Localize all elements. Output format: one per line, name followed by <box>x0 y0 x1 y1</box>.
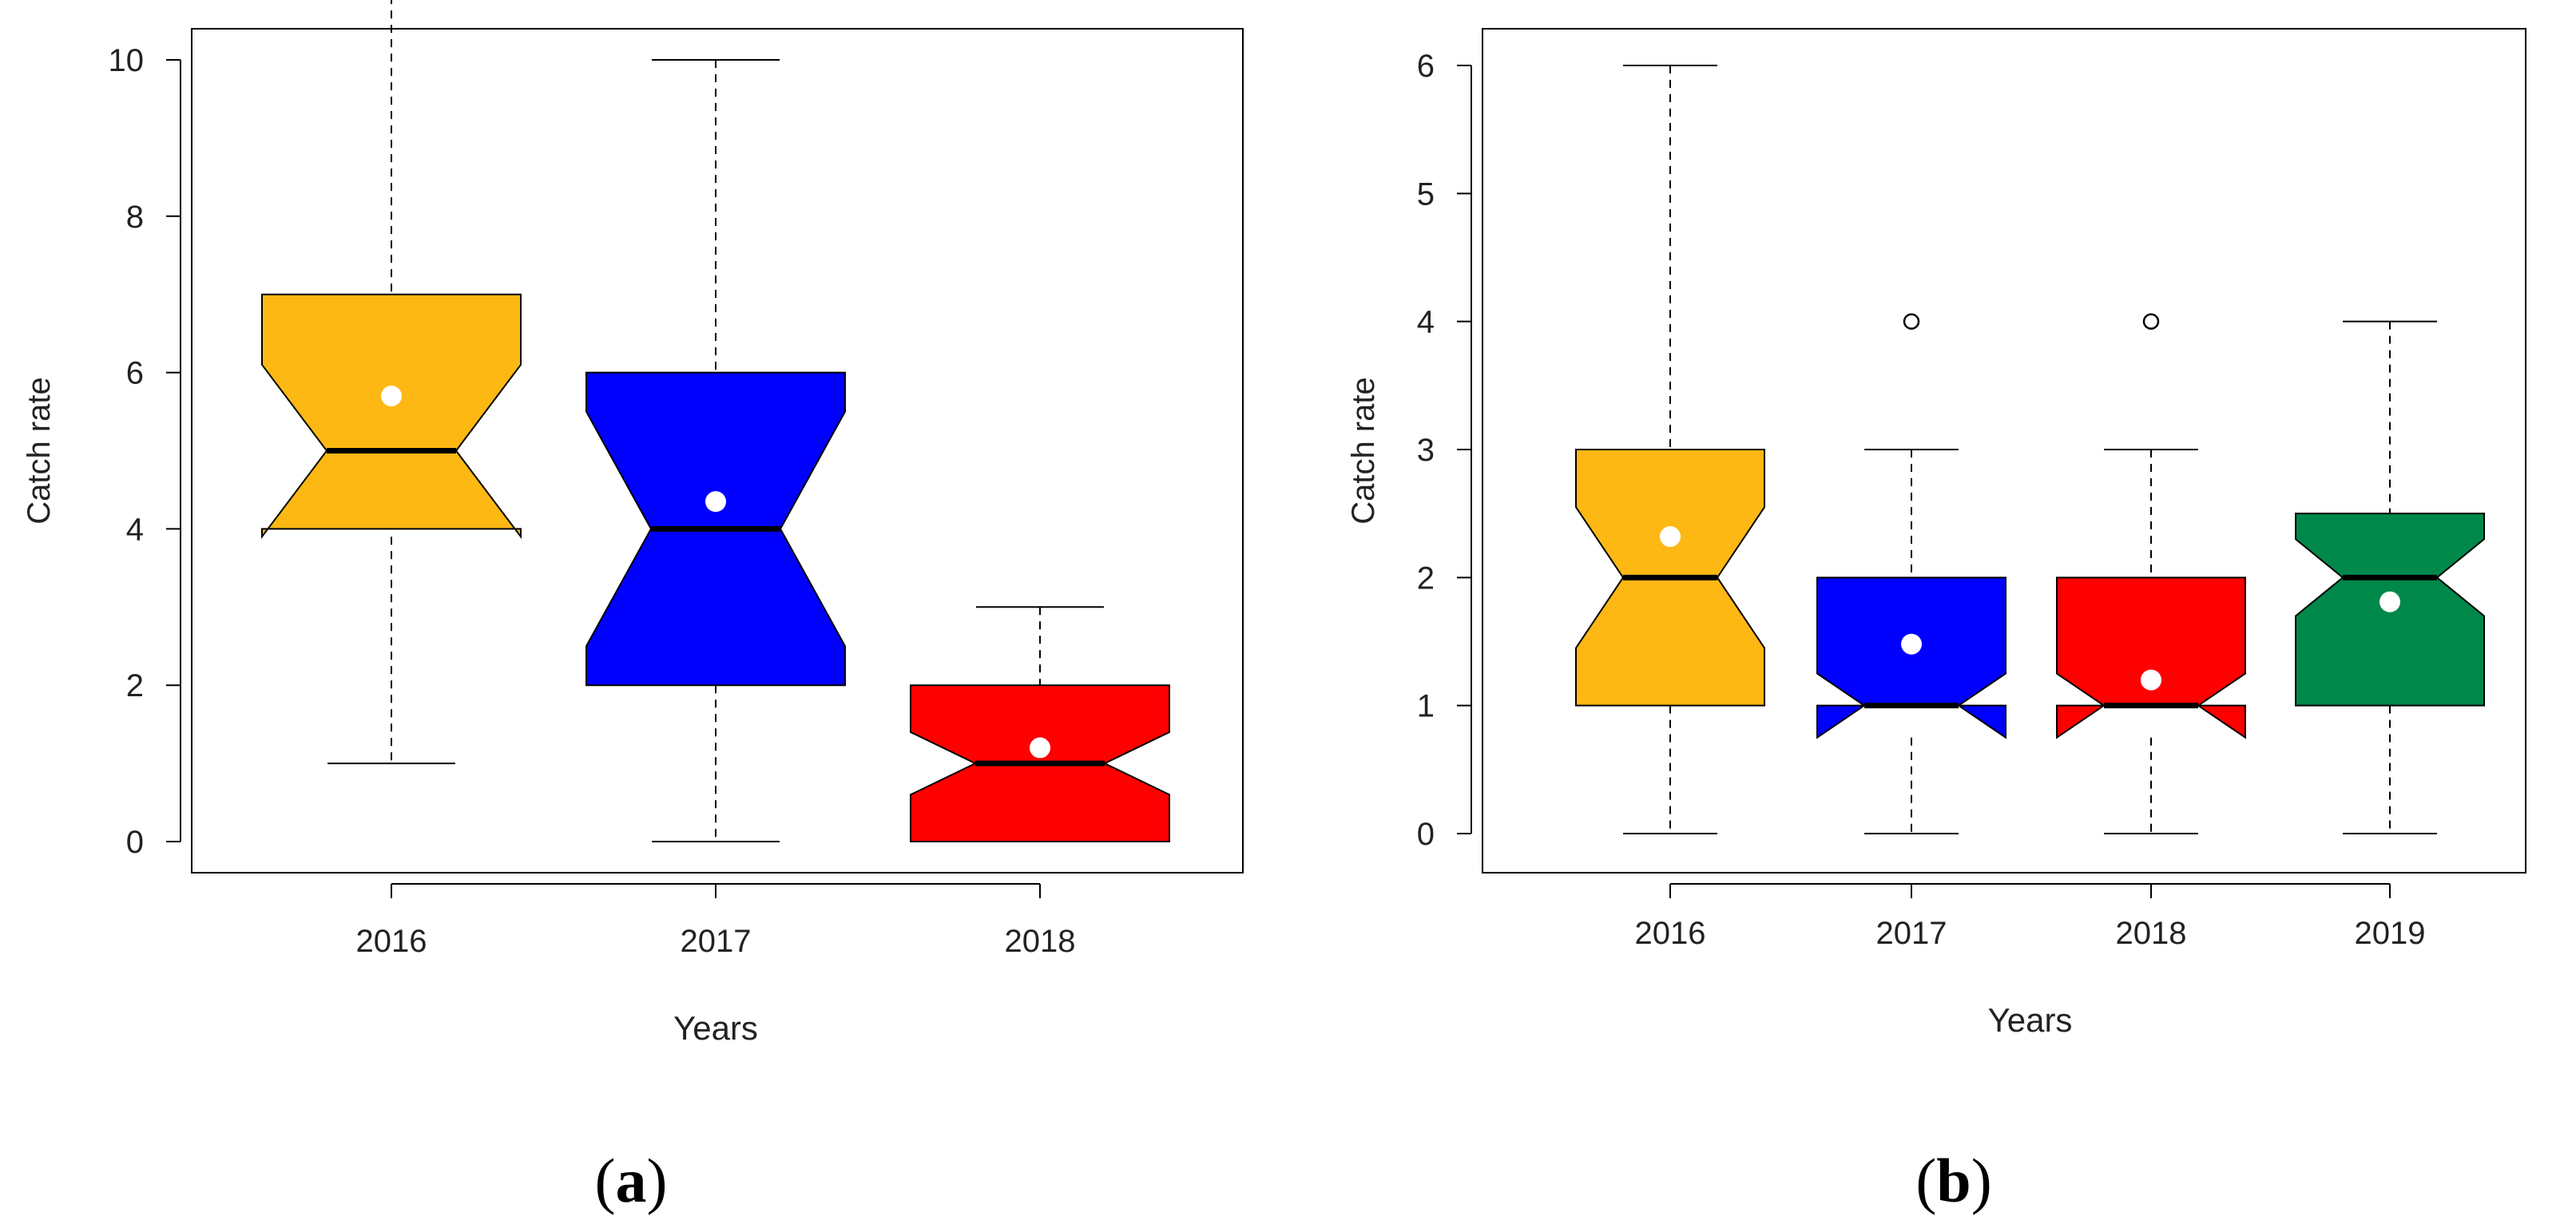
plot-frame <box>1482 28 2526 873</box>
y-tick-label: 5 <box>1417 176 1435 212</box>
y-tick-label: 1 <box>1417 689 1435 724</box>
box-2017: 2017 <box>1816 313 2006 951</box>
box-2018: 2018 <box>2056 313 2246 951</box>
box-2017: 2017 <box>585 59 846 959</box>
y-axis-title: Catch rate <box>1346 377 1381 525</box>
panel-label: (a) <box>595 1146 668 1215</box>
outlier-point <box>1903 313 1920 330</box>
mean-marker <box>2380 591 2400 612</box>
mean-marker <box>1901 633 1922 655</box>
y-tick-label: 10 <box>109 43 145 78</box>
box-2019: 2019 <box>2295 320 2485 951</box>
x-tick-label: 2017 <box>1876 916 1947 951</box>
y-tick-label: 0 <box>1417 817 1435 852</box>
box-2018: 2018 <box>910 606 1170 959</box>
plot-frame <box>191 28 1244 873</box>
mean-marker <box>1660 526 1681 548</box>
box-body <box>1816 576 2006 739</box>
x-tick-label: 2016 <box>356 924 427 959</box>
mean-marker <box>2141 669 2161 691</box>
box-2016: 2016 <box>261 0 522 959</box>
chart-panel-b: 0 1 2 3 4 5 6 2016 2017 2018 2019 Years Catch rate (b… <box>1346 28 2526 1215</box>
box-body <box>2056 576 2246 739</box>
x-tick-label: 2017 <box>681 924 752 959</box>
y-tick-label: 4 <box>1417 305 1435 340</box>
mean-marker <box>381 385 402 406</box>
outlier-point <box>2142 313 2160 330</box>
y-tick-label: 4 <box>126 512 144 547</box>
y-axis-title: Catch rate <box>22 377 57 525</box>
x-axis-title: Years <box>673 1009 758 1047</box>
mean-marker <box>1030 737 1050 759</box>
mean-marker <box>705 491 726 513</box>
y-tick-label: 3 <box>1417 433 1435 468</box>
chart-panel-a: 0 2 4 6 8 10 2016 2017 2018 Years Catch rate (a) <box>22 0 1244 1215</box>
x-tick-label: 2019 <box>2355 916 2426 951</box>
x-tick-label: 2018 <box>1005 924 1076 959</box>
x-axis-title: Years <box>1988 1001 2073 1039</box>
y-tick-label: 6 <box>126 356 144 391</box>
y-tick-label: 2 <box>1417 561 1435 596</box>
y-tick-label: 2 <box>126 668 144 703</box>
y-tick-label: 6 <box>1417 49 1435 84</box>
x-tick-label: 2016 <box>1635 916 1706 951</box>
box-body <box>261 293 522 540</box>
panel-label: (b) <box>1915 1146 1991 1215</box>
y-tick-label: 0 <box>126 825 144 860</box>
x-tick-label: 2018 <box>2116 916 2187 951</box>
y-tick-label: 8 <box>126 200 144 235</box>
box-2016: 2016 <box>1575 65 1765 951</box>
